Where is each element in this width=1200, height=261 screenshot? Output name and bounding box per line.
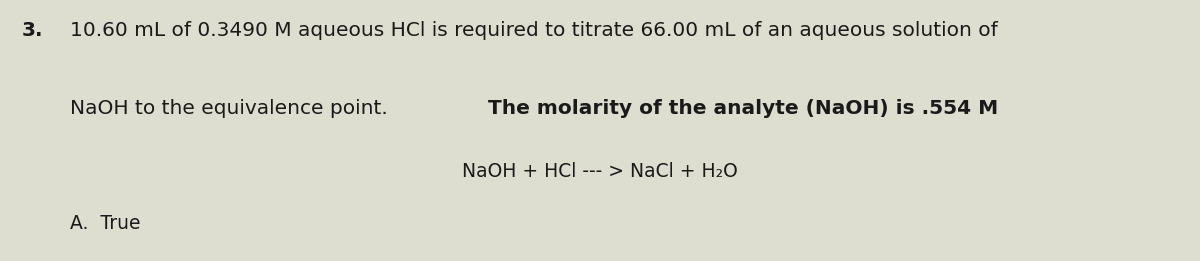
Text: 10.60 mL of 0.3490 M aqueous HCl is required to titrate 66.00 mL of an aqueous s: 10.60 mL of 0.3490 M aqueous HCl is requ… — [70, 21, 997, 40]
Text: A.  True: A. True — [70, 214, 140, 233]
Text: NaOH to the equivalence point.: NaOH to the equivalence point. — [70, 99, 394, 118]
Text: 3.: 3. — [22, 21, 43, 40]
Text: NaOH + HCl --- > NaCl + H₂O: NaOH + HCl --- > NaCl + H₂O — [462, 162, 738, 181]
Text: The molarity of the analyte (NaOH) is .554 M: The molarity of the analyte (NaOH) is .5… — [488, 99, 998, 118]
